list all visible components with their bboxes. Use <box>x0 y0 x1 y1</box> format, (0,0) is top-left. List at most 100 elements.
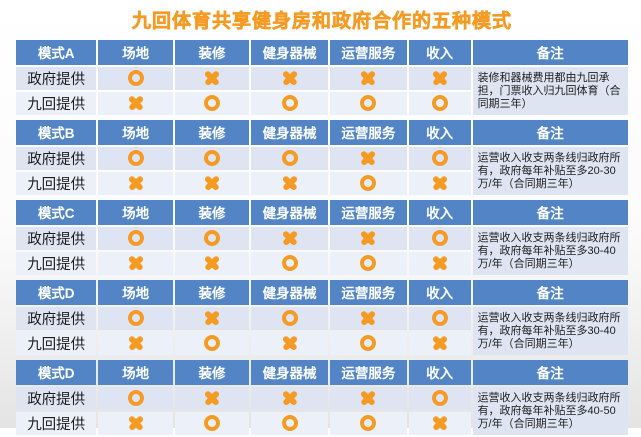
cross-mark-icon <box>203 70 220 87</box>
row-label: 政府提供 <box>16 147 97 170</box>
column-header-cell: 场地 <box>98 360 173 385</box>
mark-cell <box>98 147 173 170</box>
circle-mark-icon <box>127 230 144 247</box>
mark-cell <box>408 67 471 90</box>
mark-cell <box>251 67 328 90</box>
column-header-cell: 备注 <box>472 120 628 145</box>
circle-mark-icon <box>360 255 377 272</box>
column-header-cell: 运营服务 <box>329 280 407 305</box>
mark-cell <box>98 387 173 410</box>
remark-cell: 运营收入收支两条线归政府所有，政府每年补贴至多30-40万/年（合同期三年） <box>472 307 628 355</box>
circle-mark-icon <box>360 415 377 432</box>
table-row: 政府提供 运营收入收支两条线归政府所有，政府每年补贴至多40-50万/年（合同期… <box>16 387 628 435</box>
mark-cell <box>329 252 407 275</box>
column-header-cell: 收入 <box>408 280 471 305</box>
header-row: 模式C 场地 装修 健身器械 运营服务 收入 备注 <box>16 200 628 225</box>
column-header-cell: 健身器械 <box>251 40 328 65</box>
mark-cell <box>329 172 407 195</box>
circle-mark-icon <box>203 150 220 167</box>
mode-header-cell: 模式D <box>16 280 97 305</box>
mark-cell <box>174 412 250 435</box>
cross-mark-icon <box>281 175 298 192</box>
remark-cell: 运营收入收支两条线归政府所有，政府每年补贴至多30-40万/年（合同期三年） <box>472 227 628 275</box>
cross-mark-icon <box>281 230 298 247</box>
cross-mark-icon <box>127 175 144 192</box>
column-header-cell: 收入 <box>408 360 471 385</box>
mark-cell <box>98 332 173 355</box>
row-label: 政府提供 <box>16 387 97 410</box>
mark-cell <box>174 67 250 90</box>
column-header-cell: 运营服务 <box>329 120 407 145</box>
column-header-cell: 运营服务 <box>329 360 407 385</box>
column-header-cell: 备注 <box>472 40 628 65</box>
row-label: 九回提供 <box>16 412 97 435</box>
cross-mark-icon <box>127 335 144 352</box>
mark-cell <box>329 227 407 250</box>
column-header-cell: 场地 <box>98 280 173 305</box>
column-header-cell: 场地 <box>98 40 173 65</box>
column-header-cell: 收入 <box>408 40 471 65</box>
circle-mark-icon <box>431 95 448 112</box>
cross-mark-icon <box>431 415 448 432</box>
column-header-cell: 健身器械 <box>251 200 328 225</box>
mark-cell <box>174 307 250 330</box>
mark-cell <box>329 307 407 330</box>
mark-cell <box>98 252 173 275</box>
column-header-cell: 收入 <box>408 200 471 225</box>
cross-mark-icon <box>360 70 377 87</box>
row-label: 政府提供 <box>16 307 97 330</box>
mode-table: 模式D 场地 装修 健身器械 运营服务 收入 备注 政府提供 运营收入收支两条线… <box>14 358 630 437</box>
circle-mark-icon <box>203 335 220 352</box>
mark-cell <box>408 252 471 275</box>
mode-header-cell: 模式A <box>16 40 97 65</box>
circle-mark-icon <box>431 390 448 407</box>
mark-cell <box>329 147 407 170</box>
circle-mark-icon <box>281 150 298 167</box>
table-row: 九回提供 <box>16 332 628 355</box>
circle-mark-icon <box>281 415 298 432</box>
header-row: 模式B 场地 装修 健身器械 运营服务 收入 备注 <box>16 120 628 145</box>
mark-cell <box>174 227 250 250</box>
circle-mark-icon <box>127 390 144 407</box>
column-header-cell: 运营服务 <box>329 200 407 225</box>
circle-mark-icon <box>360 175 377 192</box>
column-header-cell: 备注 <box>472 280 628 305</box>
mark-cell <box>408 387 471 410</box>
mode-table: 模式A 场地 装修 健身器械 运营服务 收入 备注 政府提供 装修和器械费用都由… <box>14 38 630 117</box>
circle-mark-icon <box>203 230 220 247</box>
column-header-cell: 场地 <box>98 200 173 225</box>
cross-mark-icon <box>127 95 144 112</box>
table-row: 政府提供 运营收入收支两条线归政府所有，政府每年补贴至多30-40万/年（合同期… <box>16 227 628 275</box>
circle-mark-icon <box>360 95 377 112</box>
column-header-cell: 装修 <box>174 200 250 225</box>
cross-mark-icon <box>360 310 377 327</box>
circle-mark-icon <box>431 310 448 327</box>
cross-mark-icon <box>360 390 377 407</box>
row-label: 九回提供 <box>16 92 97 115</box>
table-row: 九回提供 <box>16 252 628 275</box>
column-header-cell: 装修 <box>174 40 250 65</box>
column-header-cell: 收入 <box>408 120 471 145</box>
row-label: 政府提供 <box>16 67 97 90</box>
circle-mark-icon <box>281 255 298 272</box>
circle-mark-icon <box>360 335 377 352</box>
page-title: 九回体育共享健身房和政府合作的五种模式 <box>131 11 512 33</box>
mark-cell <box>98 307 173 330</box>
table-row: 九回提供 <box>16 172 628 195</box>
circle-mark-icon <box>127 310 144 327</box>
column-header-cell: 备注 <box>472 200 628 225</box>
column-header-cell: 备注 <box>472 360 628 385</box>
table-row: 政府提供 运营收入收支两条线归政府所有，政府每年补贴至多30-40万/年（合同期… <box>16 307 628 355</box>
mark-cell <box>329 387 407 410</box>
mark-cell <box>408 172 471 195</box>
header-row: 模式A 场地 装修 健身器械 运营服务 收入 备注 <box>16 40 628 65</box>
mark-cell <box>251 412 328 435</box>
mark-cell <box>98 92 173 115</box>
tables-container: 模式A 场地 装修 健身器械 运营服务 收入 备注 政府提供 装修和器械费用都由… <box>14 38 630 437</box>
mark-cell <box>251 307 328 330</box>
row-label: 政府提供 <box>16 227 97 250</box>
row-label: 九回提供 <box>16 252 97 275</box>
cross-mark-icon <box>281 70 298 87</box>
column-header-cell: 健身器械 <box>251 120 328 145</box>
mode-table: 模式C 场地 装修 健身器械 运营服务 收入 备注 政府提供 运营收入收支两条线… <box>14 198 630 277</box>
